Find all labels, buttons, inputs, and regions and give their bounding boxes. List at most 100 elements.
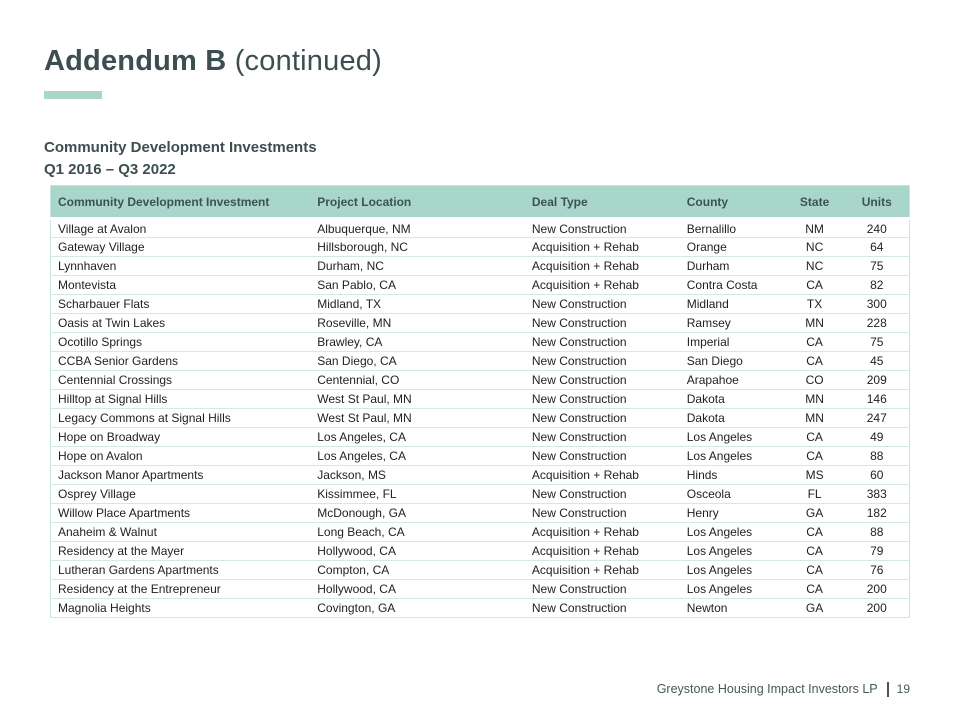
title-accent-bar — [44, 91, 102, 99]
column-header-project-location: Project Location — [310, 185, 525, 220]
table-head: Community Development Investment Project… — [50, 185, 910, 220]
cell-state: NM — [784, 218, 845, 238]
table-row: Magnolia Heights Covington, GA New Const… — [50, 598, 910, 618]
cell-deal-type: New Construction — [524, 503, 680, 523]
cell-county: Henry — [679, 503, 785, 523]
cell-county: Hinds — [679, 465, 785, 485]
cell-investment-name: Scharbauer Flats — [50, 294, 311, 314]
cell-investment-name: Lutheran Gardens Apartments — [50, 560, 311, 580]
cell-project-location: San Diego, CA — [310, 351, 525, 371]
cell-project-location: Centennial, CO — [310, 370, 525, 390]
cell-state: CO — [784, 370, 845, 390]
cell-units: 75 — [844, 332, 910, 352]
cell-state: CA — [784, 522, 845, 542]
cell-state: MN — [784, 408, 845, 428]
cell-units: 64 — [844, 237, 910, 257]
table-row: Lutheran Gardens Apartments Compton, CA … — [50, 560, 910, 580]
cell-investment-name: Oasis at Twin Lakes — [50, 313, 311, 333]
cell-state: MS — [784, 465, 845, 485]
cell-investment-name: Anaheim & Walnut — [50, 522, 311, 542]
cell-deal-type: New Construction — [524, 484, 680, 504]
cell-county: Newton — [679, 598, 785, 618]
cell-county: Los Angeles — [679, 446, 785, 466]
cell-investment-name: Legacy Commons at Signal Hills — [50, 408, 311, 428]
cell-deal-type: Acquisition + Rehab — [524, 465, 680, 485]
cell-county: Dakota — [679, 389, 785, 409]
cell-project-location: Albuquerque, NM — [310, 218, 525, 238]
cell-units: 82 — [844, 275, 910, 295]
footer-company-name: Greystone Housing Impact Investors LP — [656, 682, 878, 696]
cell-state: CA — [784, 332, 845, 352]
cell-units: 209 — [844, 370, 910, 390]
cell-investment-name: Lynnhaven — [50, 256, 311, 276]
cell-county: Midland — [679, 294, 785, 314]
cell-deal-type: New Construction — [524, 370, 680, 390]
cell-project-location: Compton, CA — [310, 560, 525, 580]
cell-deal-type: New Construction — [524, 218, 680, 238]
cell-state: CA — [784, 351, 845, 371]
cell-investment-name: Montevista — [50, 275, 311, 295]
cell-state: GA — [784, 503, 845, 523]
column-header-county: County — [679, 185, 785, 220]
table-row: Hilltop at Signal Hills West St Paul, MN… — [50, 389, 910, 409]
cell-investment-name: Hilltop at Signal Hills — [50, 389, 311, 409]
cell-units: 88 — [844, 446, 910, 466]
cell-state: NC — [784, 237, 845, 257]
table-row: Village at Avalon Albuquerque, NM New Co… — [50, 218, 910, 238]
cell-state: MN — [784, 313, 845, 333]
cell-county: Imperial — [679, 332, 785, 352]
cell-investment-name: Osprey Village — [50, 484, 311, 504]
cell-county: Contra Costa — [679, 275, 785, 295]
table-row: Residency at the Entrepreneur Hollywood,… — [50, 579, 910, 599]
cell-state: TX — [784, 294, 845, 314]
table-row: Oasis at Twin Lakes Roseville, MN New Co… — [50, 313, 910, 333]
subtitle-line-1: Community Development Investments — [44, 139, 317, 156]
cell-project-location: San Pablo, CA — [310, 275, 525, 295]
cell-state: CA — [784, 579, 845, 599]
cell-deal-type: New Construction — [524, 446, 680, 466]
cell-investment-name: Gateway Village — [50, 237, 311, 257]
cell-county: Los Angeles — [679, 541, 785, 561]
cell-deal-type: New Construction — [524, 389, 680, 409]
cell-units: 88 — [844, 522, 910, 542]
column-header-units: Units — [844, 185, 910, 220]
cell-state: GA — [784, 598, 845, 618]
cell-county: Arapahoe — [679, 370, 785, 390]
cell-units: 76 — [844, 560, 910, 580]
cell-units: 383 — [844, 484, 910, 504]
table-row: CCBA Senior Gardens San Diego, CA New Co… — [50, 351, 910, 371]
cell-state: CA — [784, 446, 845, 466]
footer-page-number: 19 — [896, 682, 910, 696]
cell-deal-type: Acquisition + Rehab — [524, 256, 680, 276]
cell-investment-name: Hope on Avalon — [50, 446, 311, 466]
table-row: Hope on Avalon Los Angeles, CA New Const… — [50, 446, 910, 466]
page-title-main: Addendum B — [44, 45, 227, 77]
cell-project-location: West St Paul, MN — [310, 389, 525, 409]
table-row: Residency at the Mayer Hollywood, CA Acq… — [50, 541, 910, 561]
cell-county: Los Angeles — [679, 579, 785, 599]
cell-deal-type: Acquisition + Rehab — [524, 275, 680, 295]
cell-project-location: Jackson, MS — [310, 465, 525, 485]
cell-deal-type: New Construction — [524, 351, 680, 371]
table-row: Gateway Village Hillsborough, NC Acquisi… — [50, 237, 910, 257]
cell-deal-type: New Construction — [524, 427, 680, 447]
section-subtitle: Community Development Investments Q1 201… — [44, 137, 317, 181]
cell-county: Bernalillo — [679, 218, 785, 238]
cell-county: Osceola — [679, 484, 785, 504]
cell-project-location: McDonough, GA — [310, 503, 525, 523]
cell-project-location: Roseville, MN — [310, 313, 525, 333]
cell-units: 228 — [844, 313, 910, 333]
cell-county: Orange — [679, 237, 785, 257]
cell-state: NC — [784, 256, 845, 276]
cell-units: 75 — [844, 256, 910, 276]
cell-deal-type: New Construction — [524, 294, 680, 314]
cell-units: 300 — [844, 294, 910, 314]
cell-state: CA — [784, 427, 845, 447]
cell-project-location: Long Beach, CA — [310, 522, 525, 542]
cell-investment-name: Residency at the Entrepreneur — [50, 579, 311, 599]
cell-units: 49 — [844, 427, 910, 447]
cell-deal-type: New Construction — [524, 313, 680, 333]
table-header-row: Community Development Investment Project… — [50, 185, 910, 220]
cell-state: FL — [784, 484, 845, 504]
